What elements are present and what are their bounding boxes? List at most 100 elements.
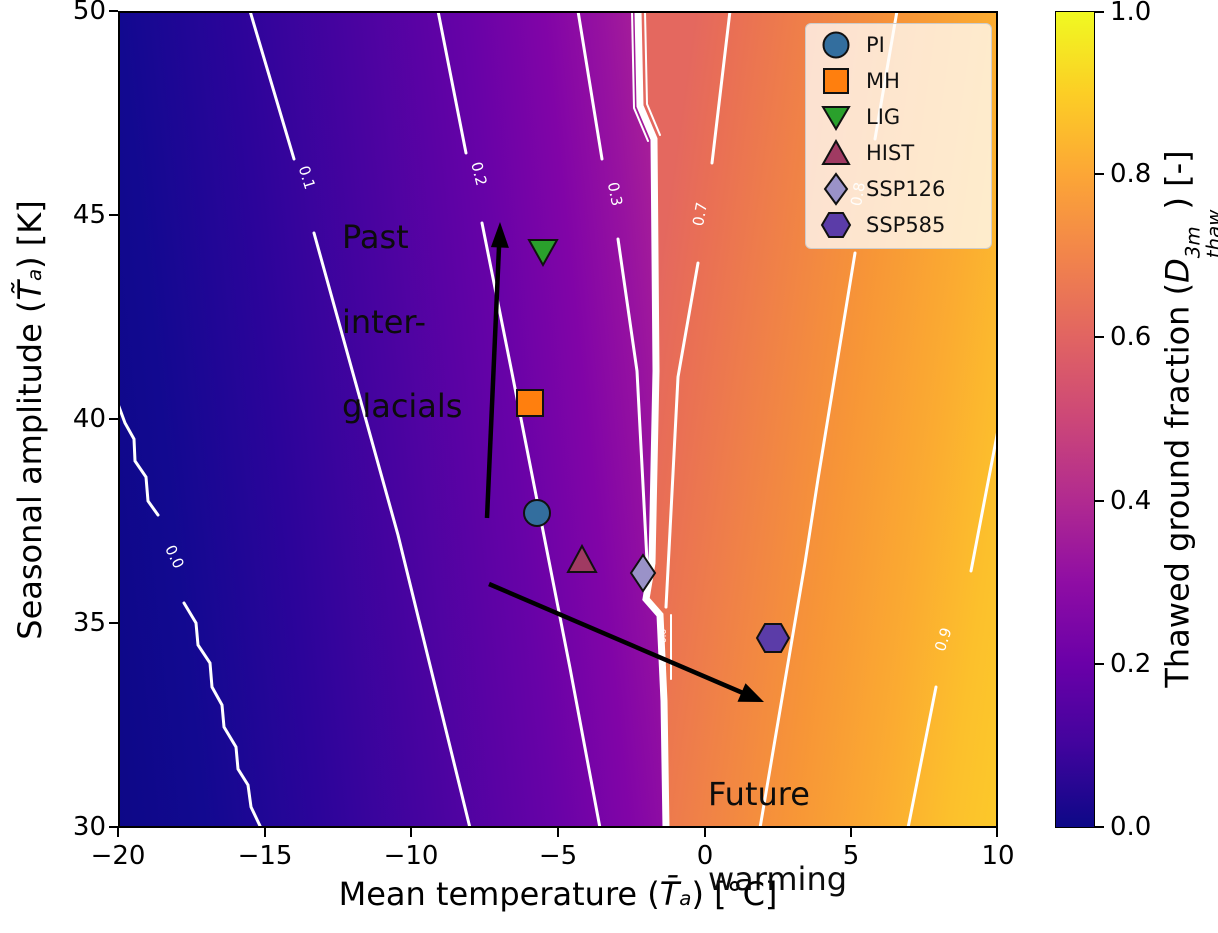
past-interglacials-arrowhead (490, 222, 509, 248)
x-tick-label: −10 (383, 841, 439, 871)
contour-line-0.9 (969, 428, 998, 573)
y-tick-label: 35 (72, 608, 106, 638)
x-tick-label: −5 (538, 841, 578, 871)
colorbar-label: Thawed ground fraction (D 3m thaw) [-] (1159, 150, 1218, 687)
contour-line-0.0 (182, 601, 263, 828)
x-axis-label: Mean temperature (T̄a) [°C] (339, 875, 778, 913)
y-tick (109, 622, 118, 624)
contour-line-0.8 (758, 251, 857, 828)
contour-label-0.3: 0.3 (604, 181, 626, 208)
colorbar-tick-label: 0.2 (1110, 649, 1152, 679)
x-axis-subscript: a (679, 887, 692, 910)
y-tick-label: 45 (72, 200, 106, 230)
contour-line-0.2 (436, 11, 468, 155)
legend-label: SSP126 (866, 177, 946, 201)
colorbar-tick-label: 0.6 (1110, 322, 1152, 352)
x-tick-label: −20 (90, 841, 146, 871)
colorbar-tick (1095, 500, 1104, 502)
x-axis-label-text: Mean temperature ( (338, 875, 660, 913)
colorbar-tick-label: 0.0 (1110, 812, 1152, 842)
contour-overlay: 0.0 0.1 0.2 0.3 0.7 0.8 0.9 0.6 0.5 (118, 11, 998, 828)
past-interglacials-arrow (484, 246, 502, 519)
legend-item-pi: PI (806, 27, 991, 63)
marker-lig (527, 239, 559, 268)
y-tick-label: 50 (72, 0, 106, 26)
marker-mh (516, 389, 544, 417)
diamond-marker-icon (823, 172, 849, 206)
legend-item-hist: HIST (806, 135, 991, 171)
marker-pi (523, 499, 551, 527)
y-axis-subscript: a (23, 268, 46, 282)
colorbar-superscript: 3m (1181, 226, 1205, 259)
x-tick-label: −15 (237, 841, 293, 871)
x-tick (117, 828, 119, 837)
contour-line-0.3 (576, 11, 604, 161)
contour-label-0.5-mini: 0.5 (659, 656, 669, 670)
contour-label-0.9: 0.9 (931, 625, 955, 653)
colorbar-supsub: 3m thaw (1181, 210, 1218, 259)
annotation-past-interglacials: Past inter- glacials (342, 174, 462, 470)
x-axis-symbol: T̄ (659, 875, 680, 913)
square-marker-icon (823, 68, 849, 94)
annotation-future-warming: Future warming (708, 731, 847, 933)
colorbar-tick (1095, 336, 1104, 338)
x-tick-label: 10 (981, 841, 1015, 871)
future-warming-arrowhead (737, 683, 764, 702)
triangle-down-marker-icon (821, 106, 851, 131)
contour-label-0.1: 0.1 (295, 163, 319, 191)
contour-label-0.7: 0.7 (689, 201, 711, 228)
contour-line-0.3 (616, 237, 651, 595)
marker-ssp126 (629, 553, 657, 593)
future-warming-arrow (488, 581, 744, 696)
marker-ssp585 (755, 623, 791, 653)
x-tick (557, 828, 559, 837)
y-tick (109, 418, 118, 420)
y-axis-label-text: Seasonal amplitude ( (11, 300, 49, 640)
y-axis-label-unit: ) [K] (11, 200, 49, 269)
contour-line-0.7 (710, 11, 732, 165)
x-tick (410, 828, 412, 837)
x-tick (264, 828, 266, 837)
transition-band (634, 11, 670, 828)
y-tick (109, 10, 118, 12)
annotation-past-line3: glacials (342, 387, 463, 426)
contour-line-0.1 (248, 11, 296, 161)
x-tick-label: 5 (842, 841, 860, 871)
x-tick (850, 828, 852, 837)
colorbar-label-unit: ) [-] (1158, 150, 1197, 210)
transition-band-line (644, 11, 661, 136)
circle-marker-icon (822, 31, 850, 59)
contour-label-0.2: 0.2 (467, 160, 490, 188)
legend-label: SSP585 (866, 213, 946, 237)
transition-band-line (631, 11, 649, 142)
legend-label: LIG (866, 105, 901, 129)
legend-label: PI (866, 33, 885, 57)
x-tick (704, 828, 706, 837)
legend-item-lig: LIG (806, 99, 991, 135)
legend-label: HIST (866, 141, 915, 165)
legend-item-ssp126: SSP126 (806, 171, 991, 207)
contour-label-0.0: 0.0 (161, 542, 188, 571)
colorbar-tick-label: 0.8 (1110, 159, 1152, 189)
y-tick (109, 214, 118, 216)
x-tick (996, 828, 998, 837)
legend-item-mh: MH (806, 63, 991, 99)
legend: PI MH LIG HIST SSP126 (805, 23, 992, 249)
contour-line-0.7 (664, 261, 700, 609)
y-tick-label: 40 (72, 404, 106, 434)
colorbar-tick (1095, 173, 1104, 175)
colorbar-tick (1095, 663, 1104, 665)
colorbar-tick-label: 1.0 (1110, 0, 1152, 27)
annotation-future-line1: Future (708, 775, 810, 814)
colorbar-symbol: D (1158, 258, 1197, 283)
legend-label: MH (866, 69, 900, 93)
annotation-past-line2: inter- (342, 302, 427, 341)
colorbar-tick-label: 0.4 (1110, 486, 1152, 516)
legend-item-ssp585: SSP585 (806, 207, 991, 243)
x-axis-label-unit: ) [°C] (691, 875, 778, 913)
colorbar-tick (1095, 826, 1104, 828)
contour-label-0.6-mini: 0.6 (659, 629, 669, 644)
x-tick-label: 0 (696, 841, 714, 871)
hexagon-marker-icon (820, 212, 852, 238)
